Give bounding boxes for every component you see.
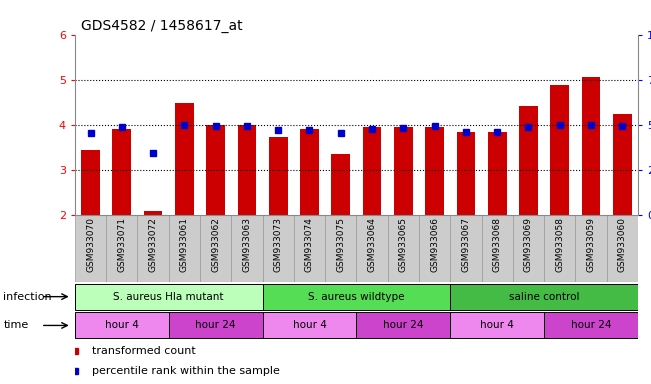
Bar	[357, 313, 450, 338]
Text: GSM933066: GSM933066	[430, 217, 439, 272]
Bar	[75, 284, 262, 310]
Text: GSM933063: GSM933063	[242, 217, 251, 272]
Text: hour 4: hour 4	[480, 320, 514, 331]
Bar	[331, 154, 350, 215]
Text: GSM933062: GSM933062	[211, 217, 220, 272]
Text: GSM933065: GSM933065	[399, 217, 408, 272]
Bar	[169, 215, 200, 282]
Text: GSM933071: GSM933071	[117, 217, 126, 272]
Text: GSM933068: GSM933068	[493, 217, 502, 272]
Bar	[262, 284, 450, 310]
Text: infection: infection	[3, 291, 52, 302]
Bar	[106, 215, 137, 282]
Text: hour 24: hour 24	[571, 320, 611, 331]
Text: GSM933061: GSM933061	[180, 217, 189, 272]
Bar	[75, 215, 106, 282]
Bar	[488, 132, 506, 215]
Bar	[456, 132, 475, 215]
Text: saline control: saline control	[509, 291, 579, 302]
Bar	[169, 313, 262, 338]
Bar	[450, 215, 482, 282]
Text: GSM933070: GSM933070	[86, 217, 95, 272]
Bar	[81, 150, 100, 215]
Bar	[519, 106, 538, 215]
Bar	[513, 215, 544, 282]
Text: time: time	[3, 320, 29, 331]
Bar	[613, 114, 631, 215]
Bar	[200, 215, 231, 282]
Text: percentile rank within the sample: percentile rank within the sample	[92, 366, 280, 376]
Bar	[450, 313, 544, 338]
Text: GSM933060: GSM933060	[618, 217, 627, 272]
Text: hour 24: hour 24	[383, 320, 424, 331]
Bar	[544, 313, 638, 338]
Bar	[394, 127, 413, 215]
Text: GSM933067: GSM933067	[462, 217, 471, 272]
Bar	[550, 85, 569, 215]
Bar	[206, 125, 225, 215]
Text: S. aureus Hla mutant: S. aureus Hla mutant	[113, 291, 224, 302]
Bar	[607, 215, 638, 282]
Text: transformed count: transformed count	[92, 346, 195, 356]
Bar	[482, 215, 513, 282]
Bar	[363, 127, 381, 215]
Text: GSM933074: GSM933074	[305, 217, 314, 272]
Bar	[425, 127, 444, 215]
Text: GSM933064: GSM933064	[368, 217, 376, 272]
Text: GDS4582 / 1458617_at: GDS4582 / 1458617_at	[81, 19, 243, 33]
Bar	[300, 129, 319, 215]
Bar	[238, 125, 256, 215]
Bar	[325, 215, 357, 282]
Bar	[231, 215, 262, 282]
Bar	[113, 129, 132, 215]
Text: S. aureus wildtype: S. aureus wildtype	[308, 291, 405, 302]
Text: hour 4: hour 4	[105, 320, 139, 331]
Bar	[144, 210, 163, 215]
Text: GSM933058: GSM933058	[555, 217, 564, 272]
Bar	[419, 215, 450, 282]
Text: hour 4: hour 4	[292, 320, 326, 331]
Bar	[262, 215, 294, 282]
Bar	[262, 313, 357, 338]
Text: GSM933069: GSM933069	[524, 217, 533, 272]
Bar	[575, 215, 607, 282]
Bar	[450, 284, 638, 310]
Bar	[388, 215, 419, 282]
Bar	[175, 103, 194, 215]
Text: hour 24: hour 24	[195, 320, 236, 331]
Bar	[137, 215, 169, 282]
Text: GSM933059: GSM933059	[587, 217, 596, 272]
Bar	[269, 137, 288, 215]
Bar	[581, 78, 600, 215]
Bar	[357, 215, 388, 282]
Bar	[544, 215, 575, 282]
Bar	[294, 215, 325, 282]
Text: GSM933075: GSM933075	[337, 217, 345, 272]
Text: GSM933072: GSM933072	[148, 217, 158, 272]
Bar	[75, 313, 169, 338]
Text: GSM933073: GSM933073	[273, 217, 283, 272]
